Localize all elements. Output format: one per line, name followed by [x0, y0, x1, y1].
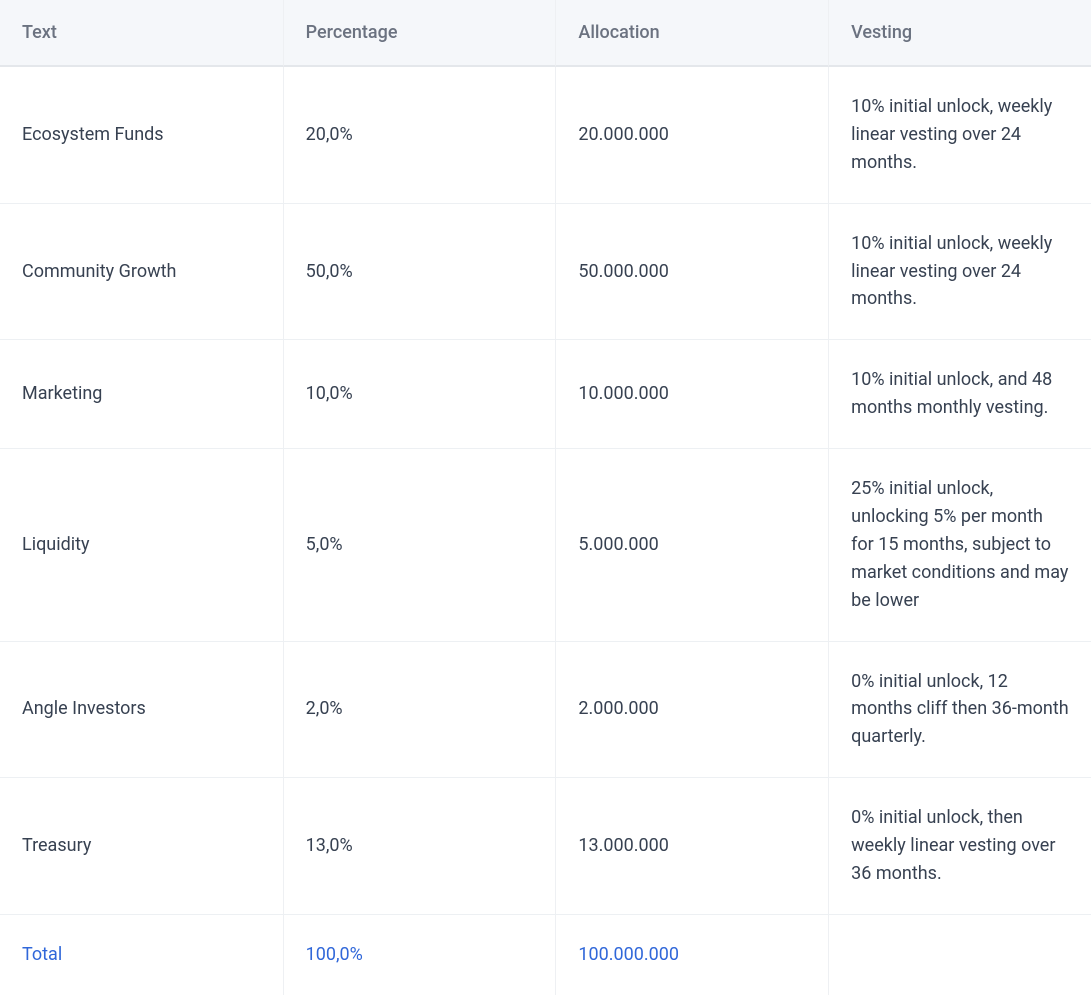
- allocation-table: Text Percentage Allocation Vesting Ecosy…: [0, 0, 1091, 995]
- cell-allocation: 20.000.000: [556, 67, 829, 204]
- cell-percentage: 13,0%: [284, 778, 557, 915]
- table-row: Treasury 13,0% 13.000.000 0% initial unl…: [0, 778, 1091, 915]
- total-percentage: 100,0%: [284, 915, 557, 995]
- cell-allocation: 5.000.000: [556, 449, 829, 641]
- cell-vesting: 10% initial unlock, weekly linear vestin…: [829, 204, 1091, 341]
- cell-percentage: 50,0%: [284, 204, 557, 341]
- cell-percentage: 2,0%: [284, 642, 557, 779]
- total-vesting: [829, 915, 1091, 995]
- table-row: Ecosystem Funds 20,0% 20.000.000 10% ini…: [0, 67, 1091, 204]
- cell-text: Liquidity: [0, 449, 284, 641]
- cell-percentage: 10,0%: [284, 340, 557, 449]
- column-header-vesting: Vesting: [829, 0, 1091, 67]
- cell-percentage: 5,0%: [284, 449, 557, 641]
- cell-vesting: 10% initial unlock, and 48 months monthl…: [829, 340, 1091, 449]
- column-header-percentage: Percentage: [284, 0, 557, 67]
- cell-vesting: 0% initial unlock, then weekly linear ve…: [829, 778, 1091, 915]
- total-label: Total: [0, 915, 284, 995]
- cell-text: Community Growth: [0, 204, 284, 341]
- table-row: Liquidity 5,0% 5.000.000 25% initial unl…: [0, 449, 1091, 641]
- table-row: Marketing 10,0% 10.000.000 10% initial u…: [0, 340, 1091, 449]
- cell-text: Marketing: [0, 340, 284, 449]
- cell-allocation: 50.000.000: [556, 204, 829, 341]
- cell-allocation: 13.000.000: [556, 778, 829, 915]
- table-row: Angle Investors 2,0% 2.000.000 0% initia…: [0, 642, 1091, 779]
- table-total-row: Total 100,0% 100.000.000: [0, 915, 1091, 995]
- cell-vesting: 25% initial unlock, unlocking 5% per mon…: [829, 449, 1091, 641]
- cell-allocation: 10.000.000: [556, 340, 829, 449]
- cell-vesting: 0% initial unlock, 12 months cliff then …: [829, 642, 1091, 779]
- table-row: Community Growth 50,0% 50.000.000 10% in…: [0, 204, 1091, 341]
- cell-text: Ecosystem Funds: [0, 67, 284, 204]
- column-header-allocation: Allocation: [556, 0, 829, 67]
- cell-text: Angle Investors: [0, 642, 284, 779]
- table-header: Text Percentage Allocation Vesting: [0, 0, 1091, 67]
- cell-vesting: 10% initial unlock, weekly linear vestin…: [829, 67, 1091, 204]
- table-body: Ecosystem Funds 20,0% 20.000.000 10% ini…: [0, 67, 1091, 995]
- cell-text: Treasury: [0, 778, 284, 915]
- cell-allocation: 2.000.000: [556, 642, 829, 779]
- total-allocation: 100.000.000: [556, 915, 829, 995]
- column-header-text: Text: [0, 0, 284, 67]
- cell-percentage: 20,0%: [284, 67, 557, 204]
